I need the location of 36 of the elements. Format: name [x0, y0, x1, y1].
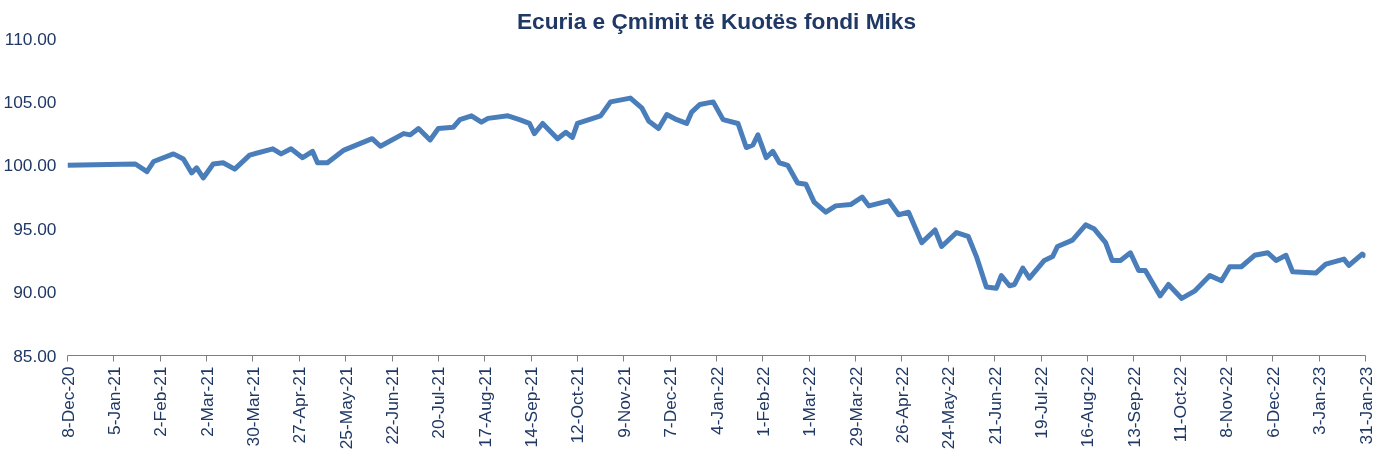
x-tick-label: 16-Aug-22 — [1077, 366, 1098, 448]
x-tick-label: 3-Jan-23 — [1309, 366, 1330, 435]
y-tick-label: 95.00 — [13, 218, 57, 239]
x-tick-label: 30-Mar-21 — [242, 366, 263, 447]
chart-title: Ecuria e Çmimit të Kuotës fondi Miks — [516, 7, 917, 34]
x-tick-label: 5-Jan-21 — [103, 366, 124, 435]
x-tick-label: 22-Jun-21 — [382, 366, 402, 445]
x-tick-label: 21-Jun-22 — [984, 366, 1005, 445]
x-tick-label: 20-Jul-21 — [428, 366, 449, 439]
y-tick-label: 90.00 — [13, 282, 57, 303]
x-tick-label: 17-Aug-21 — [474, 366, 495, 448]
x-tick-label: 25-May-21 — [335, 366, 356, 450]
y-tick-label: 105.00 — [3, 91, 57, 112]
x-tick-label: 6-Dec-22 — [1262, 366, 1283, 438]
x-tick-label: 7-Dec-21 — [660, 366, 681, 438]
x-tick-label: 8-Dec-20 — [57, 366, 78, 438]
x-tick-label: 8-Nov-22 — [1216, 366, 1237, 438]
y-tick-label: 110.00 — [4, 28, 57, 49]
x-tick-label: 26-Apr-22 — [891, 366, 912, 444]
y-tick-label: 85.00 — [13, 345, 57, 366]
x-tick-label: 31-Jan-23 — [1355, 366, 1376, 445]
x-tick-label: 24-May-22 — [938, 366, 959, 450]
x-tick-label: 19-Jul-22 — [1031, 366, 1051, 439]
x-tick-label: 11-Oct-22 — [1170, 366, 1191, 443]
x-tick-label: 13-Sep-22 — [1123, 366, 1144, 448]
x-tick-label: 4-Jan-22 — [706, 366, 727, 435]
x-tick-label: 9-Nov-21 — [613, 366, 634, 438]
x-tick-label: 14-Sep-21 — [521, 366, 542, 448]
x-tick-label: 29-Mar-22 — [845, 366, 866, 447]
x-tick-label: 2-Feb-21 — [150, 366, 171, 437]
x-tick-label: 1-Mar-22 — [799, 366, 820, 437]
y-tick-label: 100.00 — [3, 155, 57, 176]
x-tick-label: 12-Oct-21 — [567, 366, 588, 444]
x-tick-label: 2-Mar-21 — [196, 366, 217, 437]
x-tick-label: 27-Apr-21 — [289, 366, 310, 444]
x-tick-label: 1-Feb-22 — [752, 366, 773, 437]
